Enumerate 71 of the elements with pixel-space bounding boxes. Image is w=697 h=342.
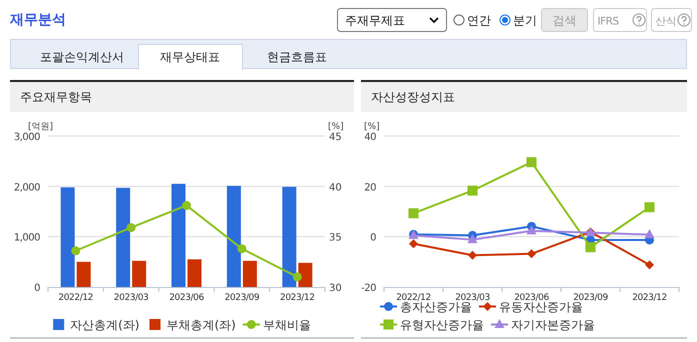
point xyxy=(126,223,136,232)
text: IFRS xyxy=(598,16,620,28)
legend-label: 자산총계(좌) xyxy=(70,318,140,332)
y2-tick-label: 35 xyxy=(329,232,342,244)
y-tick-label: 0 xyxy=(34,283,40,294)
bar xyxy=(188,259,202,287)
bar xyxy=(76,262,91,287)
y2-tick-label: 45 xyxy=(329,132,342,143)
chart-title: 주요재무항목 xyxy=(20,90,92,104)
bar xyxy=(60,187,75,287)
x-tick-label: 2023/06 xyxy=(169,293,204,303)
point xyxy=(527,249,536,258)
bar xyxy=(172,184,186,287)
y2-tick-label: 30 xyxy=(329,283,342,294)
text: 재무분석 xyxy=(9,12,66,28)
point xyxy=(586,242,596,252)
point xyxy=(468,250,477,260)
x-tick-label: 2023/12 xyxy=(632,293,667,303)
bar xyxy=(226,186,241,287)
text: 포괄손익계산서 xyxy=(40,50,124,64)
legend-label: 총자산증가율 xyxy=(400,300,472,314)
bar xyxy=(298,262,312,287)
point xyxy=(408,208,418,218)
point xyxy=(645,260,654,270)
bar xyxy=(116,188,130,287)
bar xyxy=(242,260,257,287)
legend-label: 유형자산증가율 xyxy=(400,318,484,332)
bar xyxy=(282,186,296,287)
point xyxy=(644,229,654,238)
y-tick-label: 2,000 xyxy=(14,182,40,194)
y-tick-label: 0 xyxy=(370,232,376,244)
y-tick-label: 3,000 xyxy=(14,132,40,143)
x-tick-label: 2023/06 xyxy=(514,293,550,303)
y2-axis-title: [%] xyxy=(328,122,344,132)
chart-title: 자산성장성지표 xyxy=(371,90,455,104)
x-tick-label: 2023/12 xyxy=(280,293,315,303)
point xyxy=(292,272,302,282)
legend-label: 유동자산증가율 xyxy=(499,300,583,314)
y-tick-label: -20 xyxy=(361,283,376,294)
x-tick-label: 2022/12 xyxy=(396,293,431,303)
point xyxy=(237,244,246,254)
x-tick-label: 2023/09 xyxy=(224,293,260,303)
text: 재무상태표 xyxy=(160,50,220,64)
x-tick-label: 2023/03 xyxy=(455,293,490,303)
point xyxy=(644,202,654,212)
y-tick-label: 40 xyxy=(364,132,376,143)
text: 산식 xyxy=(656,16,676,28)
y-tick-label: 20 xyxy=(364,182,376,194)
point xyxy=(468,186,478,196)
y2-tick-label: 40 xyxy=(329,182,342,194)
y-tick-label: 1,000 xyxy=(14,232,40,244)
x-tick-label: 2022/12 xyxy=(58,293,93,303)
legend-label: 부채총계(좌) xyxy=(166,318,236,332)
text: 연간 xyxy=(467,14,491,28)
text: 현금흐름표 xyxy=(267,50,327,64)
point xyxy=(526,157,536,168)
y-axis-title: [%] xyxy=(364,122,380,132)
text: 검색 xyxy=(552,14,576,28)
bar xyxy=(132,260,146,287)
text: 분기 xyxy=(513,14,537,28)
y-axis-title: [억원] xyxy=(28,122,54,132)
point xyxy=(182,200,191,210)
x-tick-label: 2023/09 xyxy=(573,293,608,303)
legend-label: 자기자본증가율 xyxy=(511,318,595,332)
text: 주재무제표 xyxy=(345,14,405,28)
point xyxy=(71,246,80,256)
x-tick-label: 2023/03 xyxy=(114,293,148,303)
point xyxy=(409,239,418,248)
point xyxy=(468,234,478,244)
point xyxy=(526,225,536,234)
legend-label: 부채비율 xyxy=(262,318,311,332)
